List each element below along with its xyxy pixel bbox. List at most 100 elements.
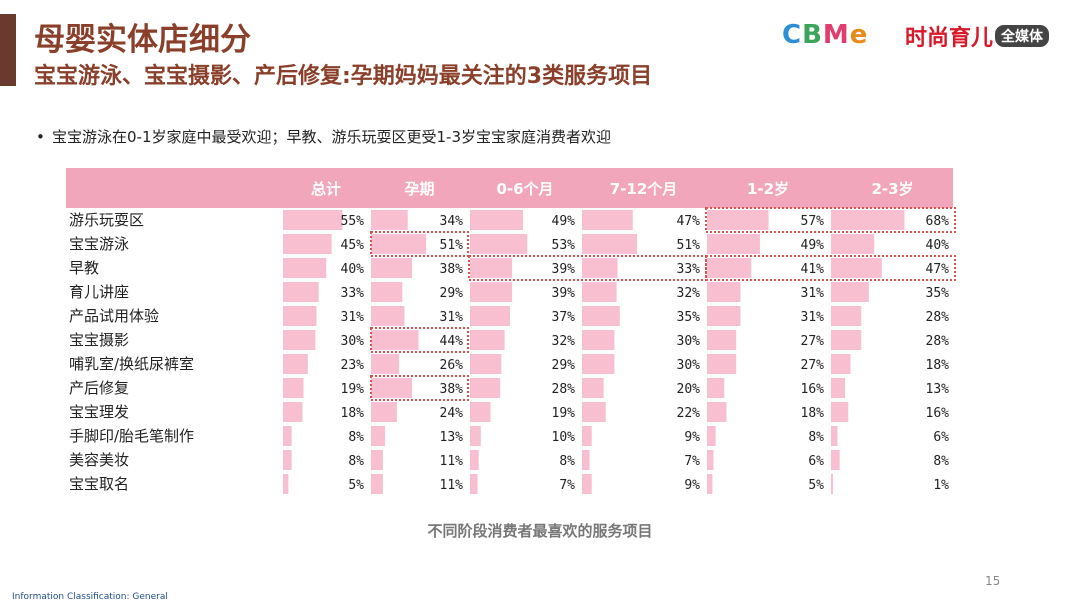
data-bar [283,234,332,254]
row-label: 宝宝摄影 [69,331,129,349]
data-label: 30% [677,358,701,373]
highlight-box [705,255,956,281]
cbme-logo: CBMe [782,20,868,50]
row-label: 宝宝取名 [69,475,129,493]
data-label: 38% [440,262,464,277]
data-label: 26% [440,358,464,373]
data-label: 49% [552,214,576,229]
data-bar [283,282,319,302]
page-subtitle: 宝宝游泳、宝宝摄影、产后修复:孕期妈妈最关注的3类服务项目 [34,64,653,89]
row-label: 宝宝理发 [69,403,129,421]
data-label: 10% [552,430,576,445]
data-bar [283,474,289,494]
data-label: 44% [440,334,464,349]
row-label: 游乐玩耍区 [69,211,144,229]
data-label: 40% [341,262,365,277]
data-label: 32% [677,286,701,301]
data-bar [371,282,403,302]
bullet-marker: • [36,128,45,146]
data-label: 55% [341,214,365,229]
data-bar [470,234,528,254]
data-label: 31% [341,310,365,325]
data-label: 35% [926,286,950,301]
data-label: 51% [677,238,701,253]
data-bar [707,402,727,422]
data-label: 7% [559,478,575,493]
data-label: 19% [341,382,365,397]
data-bar [582,210,633,230]
data-label: 22% [677,406,701,421]
data-label: 16% [801,382,825,397]
data-bar [707,378,725,398]
data-bar [707,210,769,230]
data-label: 28% [926,310,950,325]
data-label: 34% [440,214,464,229]
data-label: 51% [440,238,464,253]
highlight-box [705,207,956,233]
data-bar [582,474,592,494]
column-header: 7-12个月 [610,180,678,198]
data-label: 18% [926,358,950,373]
data-label: 27% [801,358,825,373]
data-bar [831,282,869,302]
data-label: 47% [677,214,701,229]
data-bar [283,210,343,230]
data-label: 57% [801,214,825,229]
data-bar [831,354,851,374]
data-bar [283,330,316,350]
bullet-text: 宝宝游泳在0-1岁家庭中最受欢迎；早教、游乐玩耍区更受1-3岁宝宝家庭消费者欢迎 [52,128,612,146]
data-label: 45% [341,238,365,253]
data-label: 11% [440,478,464,493]
data-bar [470,378,501,398]
data-label: 40% [926,238,950,253]
data-bar [283,402,303,422]
row-label: 产后修复 [69,379,129,397]
row-label: 宝宝游泳 [69,235,129,253]
data-bar [582,282,617,302]
data-label: 8% [808,430,824,445]
data-label: 39% [552,262,576,277]
row-label: 哺乳室/换纸尿裤室 [69,355,194,373]
data-bar [831,306,862,326]
page-number: 15 [985,574,1001,588]
data-bar [470,354,502,374]
data-bar [831,474,833,494]
data-label: 5% [348,478,364,493]
data-bar [470,426,481,446]
data-bar [283,306,317,326]
title-accent-bar [0,14,16,86]
data-label: 35% [677,310,701,325]
data-label: 9% [684,430,700,445]
data-bar [707,450,714,470]
data-bar [582,258,618,278]
data-bar [371,474,383,494]
column-header: 1-2岁 [747,180,789,198]
data-label: 24% [440,406,464,421]
data-label: 23% [341,358,365,373]
highlight-box [370,327,469,353]
data-label: 5% [808,478,824,493]
data-label: 29% [552,358,576,373]
data-label: 8% [348,454,364,469]
data-bar [582,306,620,326]
data-bar [470,474,478,494]
data-bar [707,234,760,254]
data-label: 41% [801,262,825,277]
data-label: 8% [559,454,575,469]
data-label: 1% [933,478,949,493]
data-bar [582,426,592,446]
data-label: 37% [552,310,576,325]
data-bar [371,354,400,374]
data-bar [831,450,840,470]
data-label: 30% [341,334,365,349]
data-bar [283,378,304,398]
data-bar [470,210,523,230]
data-bar [707,426,716,446]
data-bar [371,210,408,230]
data-label: 13% [926,382,950,397]
data-label: 7% [684,454,700,469]
column-header: 0-6个月 [496,180,553,198]
data-label: 16% [926,406,950,421]
data-bar [470,282,513,302]
